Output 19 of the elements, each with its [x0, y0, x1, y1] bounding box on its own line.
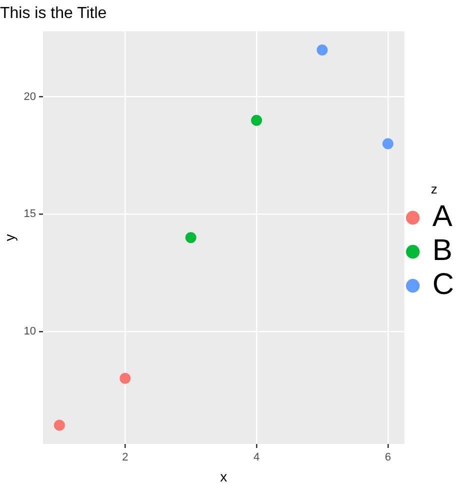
- x-axis-title: x: [220, 468, 228, 484]
- point: [185, 232, 196, 244]
- y-axis-title: y: [1, 234, 18, 242]
- point: [316, 44, 328, 56]
- y-tick-label: 10: [24, 325, 36, 338]
- y-tick-label: 15: [24, 208, 36, 220]
- legend-label: C: [432, 268, 454, 302]
- chart-title: This is the Title: [0, 5, 107, 22]
- point: [382, 138, 394, 150]
- point: [54, 420, 65, 431]
- legend-label: A: [432, 200, 452, 234]
- x-tick-label: 4: [253, 452, 260, 464]
- x-tick-label: 6: [384, 452, 391, 464]
- legend-title: z: [430, 181, 438, 196]
- y-tick-label: 20: [24, 90, 36, 103]
- point: [120, 372, 131, 384]
- point: [251, 114, 262, 126]
- legend-label: B: [432, 234, 452, 268]
- x-tick-label: 2: [122, 452, 128, 464]
